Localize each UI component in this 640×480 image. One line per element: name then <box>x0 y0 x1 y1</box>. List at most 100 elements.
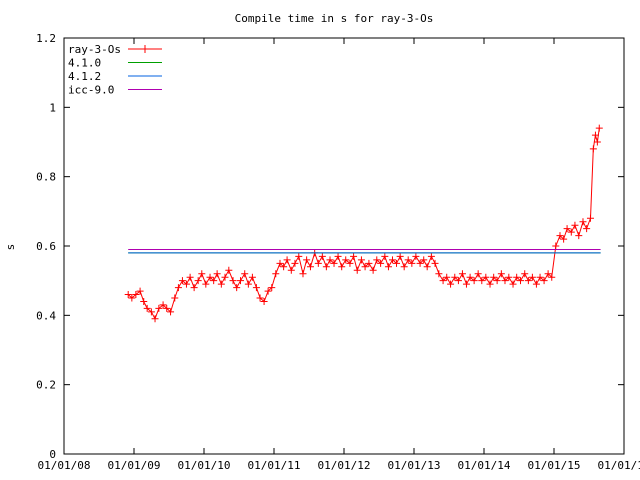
x-tick-label: 01/01/14 <box>458 459 511 472</box>
data-point <box>182 280 190 288</box>
y-tick-label: 1 <box>49 101 56 114</box>
data-point <box>462 280 470 288</box>
data-point <box>264 287 272 295</box>
data-point <box>591 131 599 139</box>
legend-label: 4.1.0 <box>68 57 101 70</box>
y-axis-label: s <box>4 244 17 251</box>
data-point <box>552 242 560 250</box>
data-point <box>237 277 245 285</box>
data-point <box>536 273 544 281</box>
data-point <box>268 284 276 292</box>
data-point <box>221 273 229 281</box>
data-point <box>147 308 155 316</box>
data-point <box>155 304 163 312</box>
y-tick-label: 0.2 <box>36 379 56 392</box>
data-point <box>443 273 451 281</box>
data-point <box>396 252 404 260</box>
data-point <box>303 256 311 264</box>
data-point <box>404 256 412 264</box>
data-point <box>283 256 291 264</box>
data-point <box>416 259 424 267</box>
data-point <box>505 273 513 281</box>
data-point <box>393 259 401 267</box>
series-line-ray-3-os <box>127 128 600 321</box>
data-point <box>478 277 486 285</box>
data-point <box>171 294 179 302</box>
y-tick-label: 0.4 <box>36 309 56 322</box>
data-point <box>532 280 540 288</box>
data-point <box>128 294 136 302</box>
data-point <box>388 256 396 264</box>
legend-label: ray-3-Os <box>68 43 121 56</box>
data-point <box>295 252 303 260</box>
data-point <box>229 277 237 285</box>
x-tick-label: 01/01/12 <box>318 459 371 472</box>
data-point <box>210 277 218 285</box>
data-point <box>217 280 225 288</box>
data-point <box>528 273 536 281</box>
data-point <box>544 270 552 278</box>
data-point <box>583 225 591 233</box>
data-point <box>431 259 439 267</box>
x-tick-label: 01/01/15 <box>528 459 581 472</box>
data-point <box>314 259 322 267</box>
data-point <box>482 273 490 281</box>
data-point <box>346 259 354 267</box>
data-point <box>408 259 416 267</box>
data-point <box>190 284 198 292</box>
data-point <box>474 270 482 278</box>
data-point <box>560 235 568 243</box>
data-point <box>412 252 420 260</box>
data-point <box>330 259 338 267</box>
data-point <box>490 273 498 281</box>
data-point <box>194 277 202 285</box>
data-point <box>136 287 144 295</box>
data-point <box>272 270 280 278</box>
data-point <box>350 252 358 260</box>
data-point <box>439 277 447 285</box>
data-point <box>400 263 408 271</box>
series-ray-3-os <box>124 124 603 323</box>
x-tick-label: 01/01/08 <box>38 459 91 472</box>
data-point <box>252 284 260 292</box>
data-point <box>365 259 373 267</box>
y-tick-label: 0 <box>49 448 56 461</box>
data-point <box>361 263 369 271</box>
data-point <box>571 221 579 229</box>
data-point <box>159 301 167 309</box>
data-point <box>497 270 505 278</box>
data-point <box>299 270 307 278</box>
data-point <box>595 124 603 132</box>
data-point <box>427 252 435 260</box>
x-tick-label: 01/01/16 <box>598 459 640 472</box>
data-point <box>556 232 564 240</box>
data-point <box>132 291 140 299</box>
data-point <box>548 273 556 281</box>
data-point <box>280 263 288 271</box>
data-point <box>322 263 330 271</box>
data-point <box>178 277 186 285</box>
data-point <box>575 232 583 240</box>
legend-label: icc-9.0 <box>68 84 114 97</box>
data-point <box>451 273 459 281</box>
data-point <box>206 273 214 281</box>
x-tick-label: 01/01/09 <box>108 459 161 472</box>
legend-marker <box>141 45 149 53</box>
data-point <box>318 252 326 260</box>
data-point <box>589 145 597 153</box>
data-point <box>466 273 474 281</box>
data-point <box>369 266 377 274</box>
plot-frame <box>63 37 625 455</box>
data-point <box>517 277 525 285</box>
data-point <box>248 273 256 281</box>
data-point <box>540 277 548 285</box>
data-point <box>202 280 210 288</box>
data-point <box>454 277 462 285</box>
data-point <box>563 225 571 233</box>
data-point <box>225 266 233 274</box>
y-tick-label: 1.2 <box>36 32 56 45</box>
data-point <box>373 256 381 264</box>
x-tick-label: 01/01/10 <box>178 459 231 472</box>
